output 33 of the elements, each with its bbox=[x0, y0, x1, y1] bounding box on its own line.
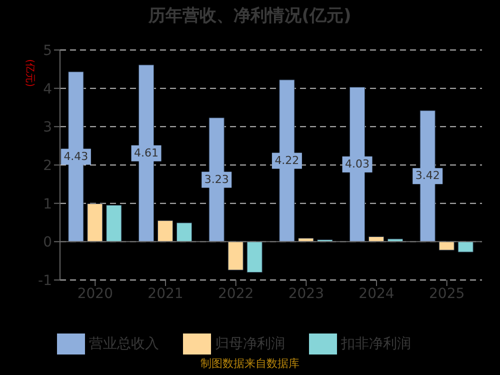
x-tick-label: 2022 bbox=[218, 286, 254, 302]
bar bbox=[176, 222, 192, 242]
x-tick-label: 2020 bbox=[77, 286, 113, 302]
bar bbox=[106, 205, 122, 242]
legend-label: 扣非净利润 bbox=[341, 336, 411, 352]
y-tick-label: 0 bbox=[43, 234, 52, 251]
bar bbox=[228, 241, 244, 270]
bar bbox=[158, 220, 174, 242]
bar bbox=[458, 241, 474, 252]
y-axis-title: (亿元) bbox=[23, 59, 36, 87]
y-tick-label: -1 bbox=[38, 272, 52, 289]
y-tick-label: 2 bbox=[43, 158, 52, 174]
y-tick-label: 1 bbox=[43, 196, 52, 212]
x-tick-label: 2023 bbox=[288, 286, 324, 302]
y-tick-label: 4 bbox=[43, 81, 52, 98]
data-label: 3.42 bbox=[415, 169, 440, 182]
legend-label: 营业总收入 bbox=[89, 336, 159, 352]
x-tick-label: 2025 bbox=[429, 286, 465, 302]
bar bbox=[246, 241, 262, 273]
x-tick-label: 2021 bbox=[148, 286, 184, 302]
data-label: 4.43 bbox=[64, 150, 88, 163]
bar bbox=[87, 203, 103, 242]
text: 制图数据来自数据库 bbox=[200, 356, 300, 371]
x-tick-label: 2024 bbox=[358, 286, 394, 302]
chart-title: 历年营收、净利情况(亿元) bbox=[147, 5, 352, 27]
data-label: 4.61 bbox=[134, 146, 159, 160]
data-label: 4.22 bbox=[274, 154, 300, 167]
legend-label: 归母净利润 bbox=[215, 336, 285, 352]
y-tick-label: 3 bbox=[43, 120, 52, 136]
bar bbox=[438, 241, 454, 250]
data-label: 4.03 bbox=[345, 157, 370, 170]
data-label: 3.23 bbox=[204, 172, 229, 186]
y-tick-label: 5 bbox=[43, 42, 52, 59]
